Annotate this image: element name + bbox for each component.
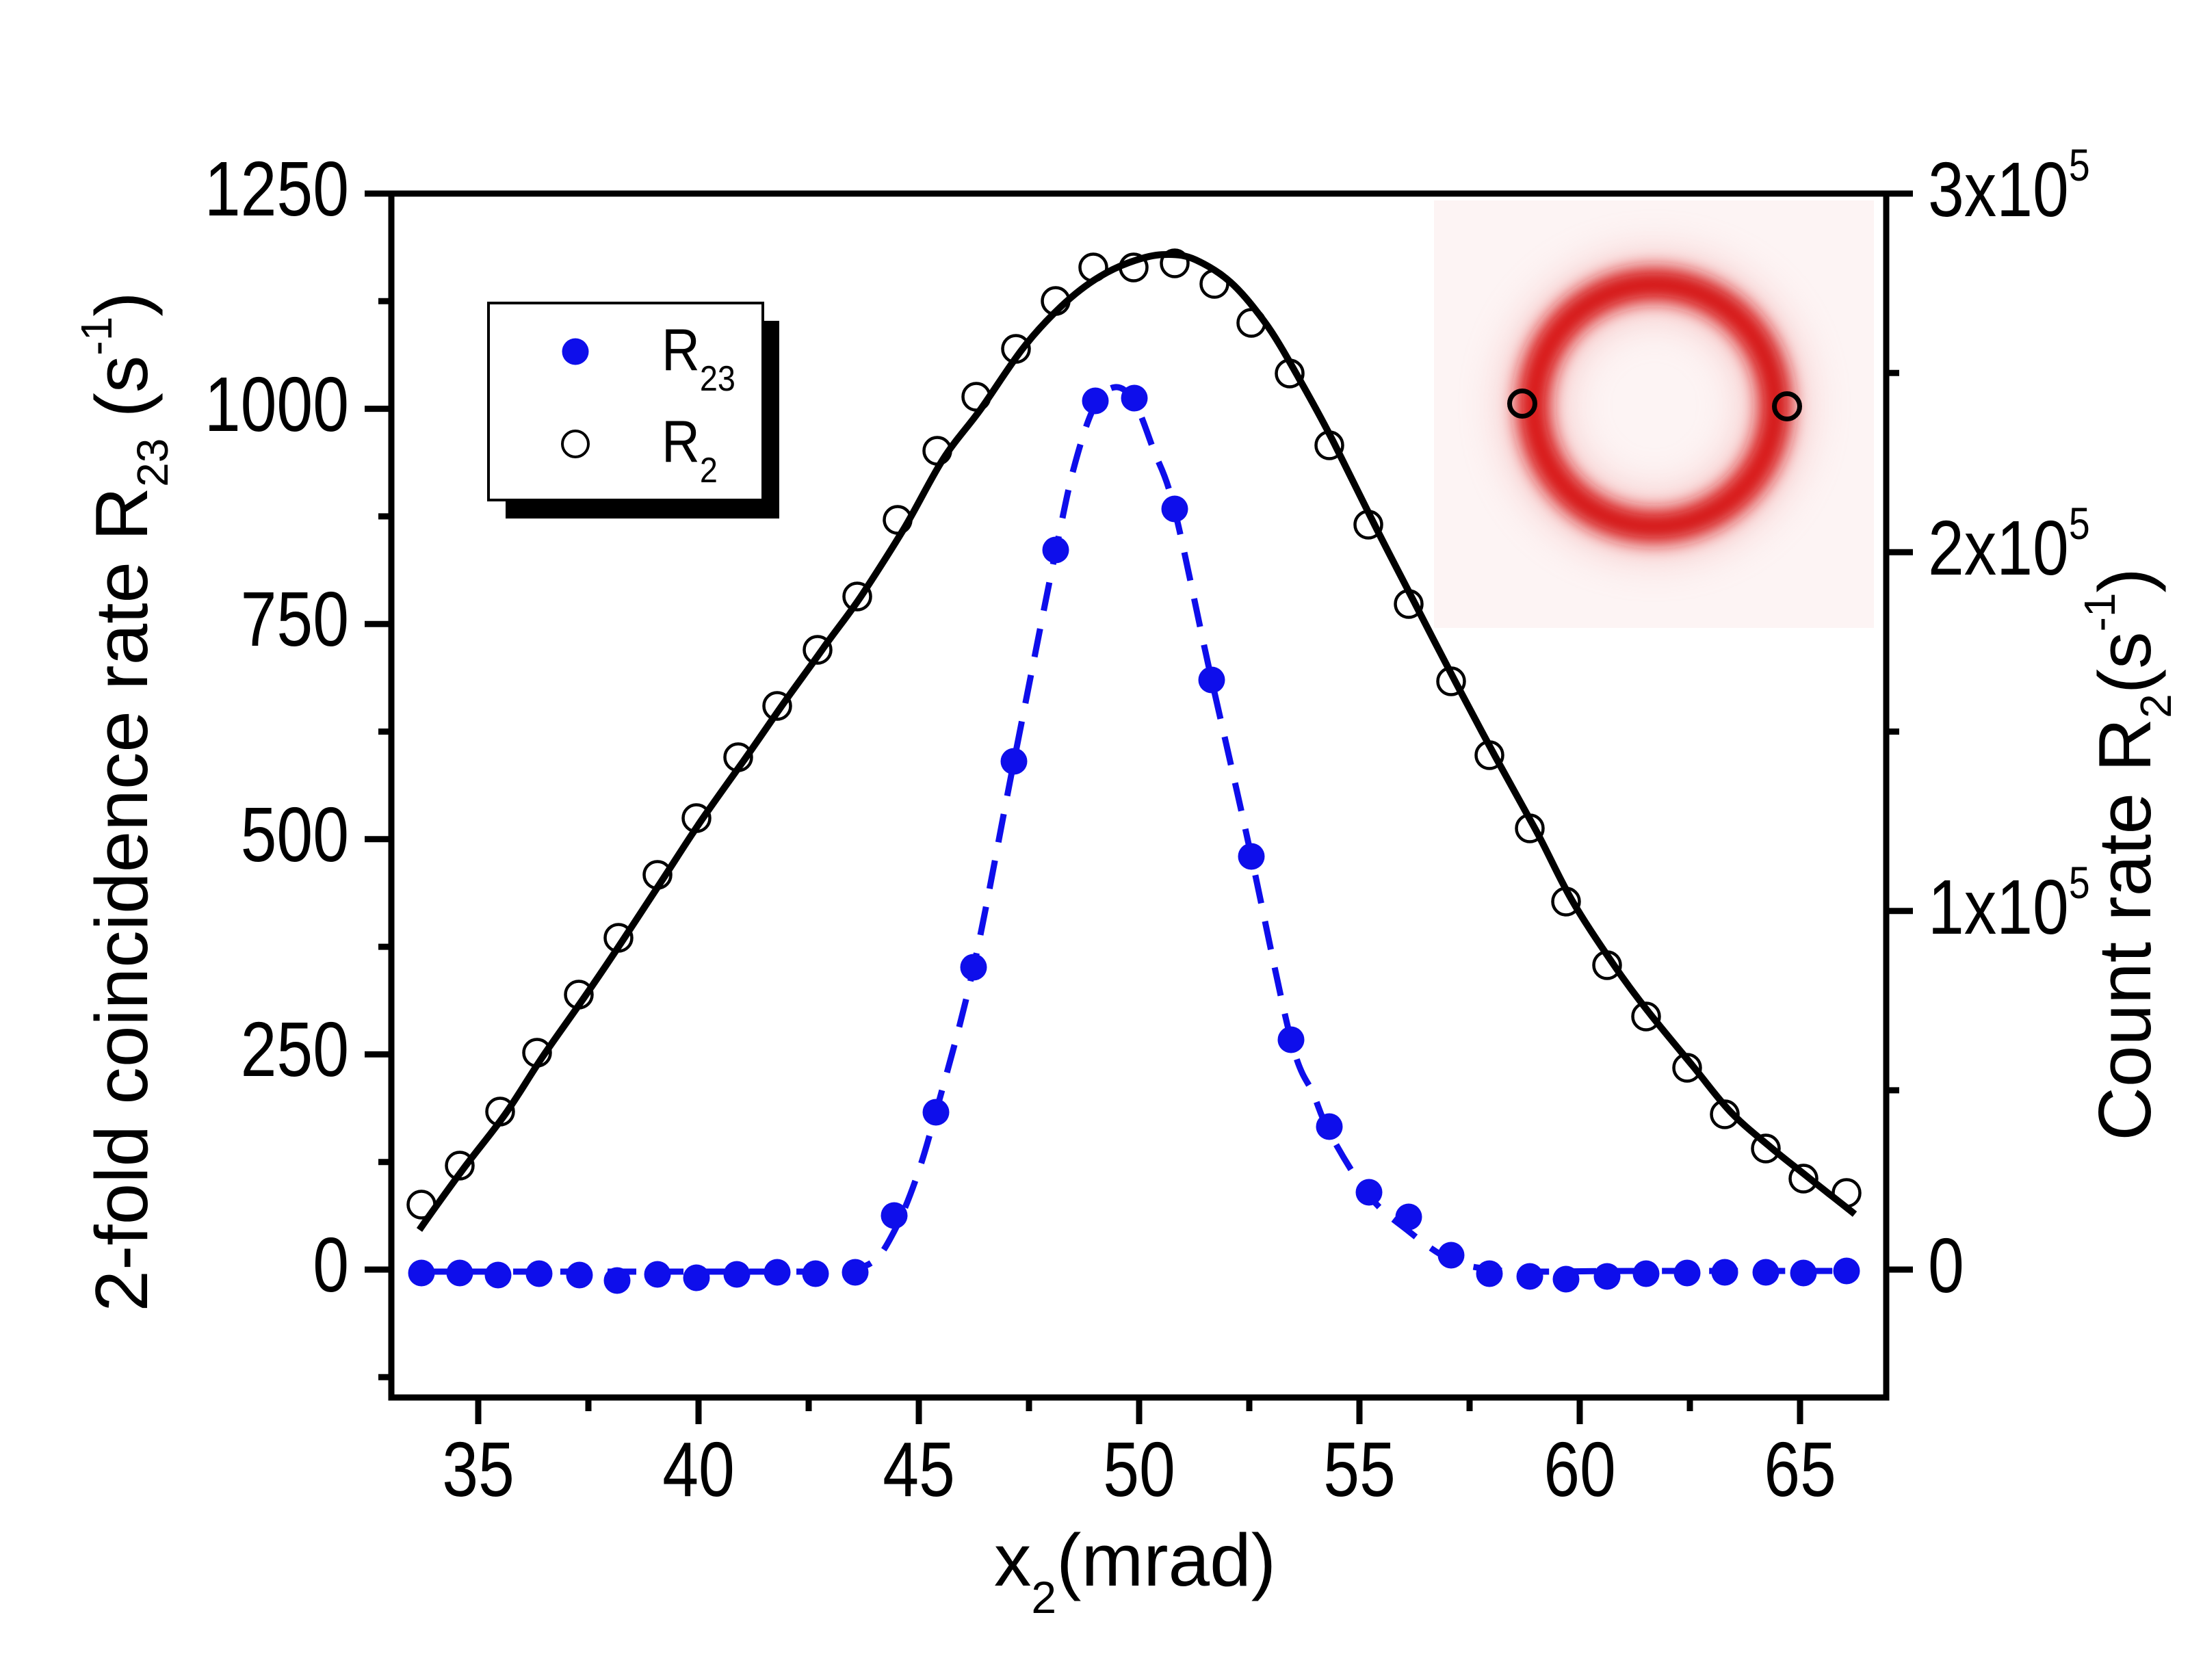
svg-text:60: 60 [1543,1427,1616,1513]
svg-text:0: 0 [313,1222,349,1309]
svg-text:2x105: 2x105 [1928,498,2090,591]
svg-text:250: 250 [241,1007,349,1093]
svg-text:40: 40 [662,1427,735,1513]
svg-text:45: 45 [883,1427,955,1513]
svg-text:0: 0 [1928,1223,1964,1309]
svg-text:1x105: 1x105 [1928,857,2090,950]
svg-text:750: 750 [241,577,349,663]
svg-text:1250: 1250 [205,146,349,233]
svg-text:55: 55 [1323,1427,1396,1513]
svg-text:Count rate R2(s-1): Count rate R2(s-1) [2075,568,2180,1141]
svg-text:3x105: 3x105 [1928,140,2090,233]
svg-text:500: 500 [241,792,349,878]
svg-text:50: 50 [1103,1427,1175,1513]
svg-text:35: 35 [442,1427,514,1513]
svg-text:65: 65 [1764,1427,1836,1513]
svg-text:1000: 1000 [205,362,349,448]
